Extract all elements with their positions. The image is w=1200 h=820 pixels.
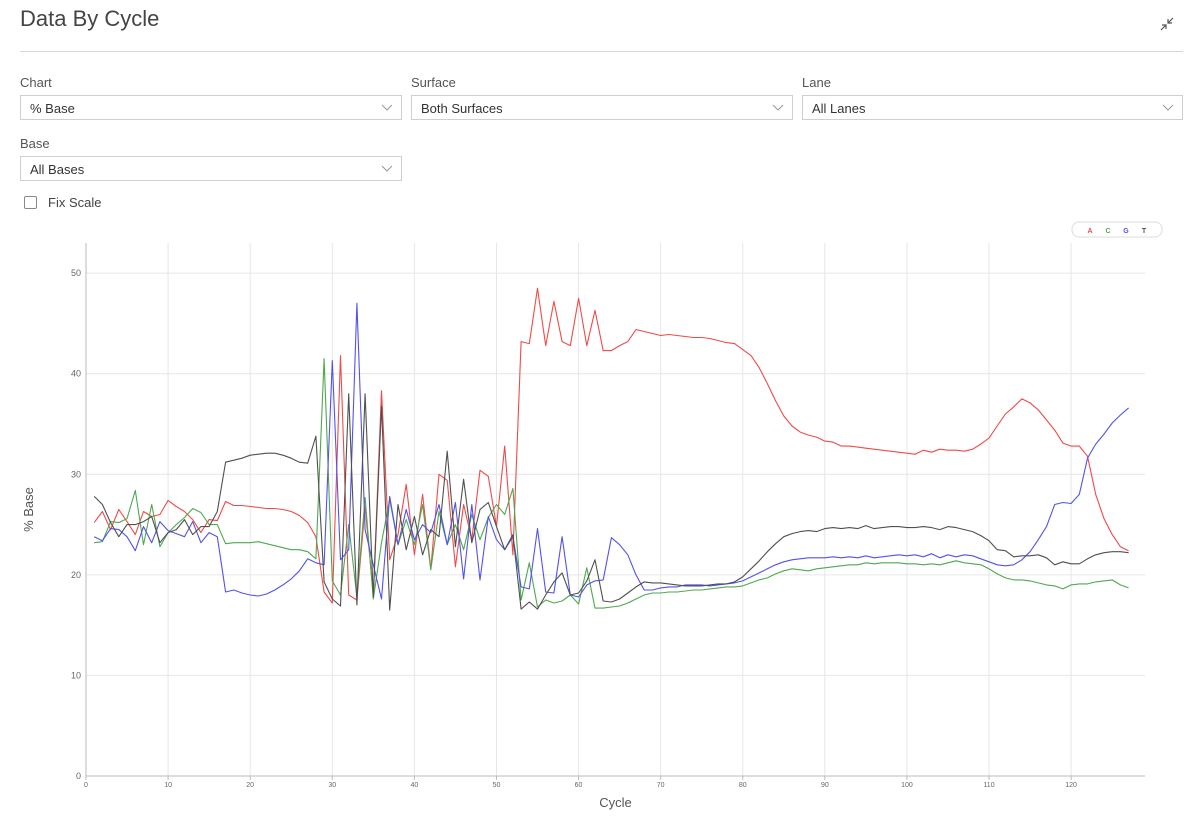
chevron (1162, 104, 1174, 111)
x-tick-label: 90 (821, 782, 829, 789)
chart: 0 10 20 30 40 50 0 10 20 30 40 50 60 70 80 90 100 110 120 C… (21, 221, 1163, 810)
series-line (93, 393, 1129, 611)
y-tick-label: 10 (71, 670, 81, 680)
select-value: All Lanes (812, 101, 866, 116)
y-tick-label: 40 (71, 369, 81, 379)
x-tick-label: 20 (246, 782, 254, 789)
select-value: All Bases (30, 162, 85, 177)
select-value: Both Surfaces (421, 101, 503, 116)
base-select[interactable]: All Bases (20, 156, 402, 181)
chart-select[interactable]: % Base (20, 95, 402, 120)
collapse-icon[interactable] (1159, 16, 1175, 32)
x-tick-label: 50 (493, 782, 501, 789)
filter-label: Base (20, 136, 50, 151)
lane-select[interactable]: All Lanes (802, 95, 1183, 120)
y-tick-label: 0 (76, 771, 81, 781)
chevron (772, 104, 784, 111)
fix-scale-label[interactable]: Fix Scale (48, 195, 102, 210)
legend-entry[interactable]: A (1087, 228, 1092, 235)
y-tick-label: 50 (71, 268, 81, 278)
chevron (381, 165, 393, 172)
x-tick-label: 80 (739, 782, 747, 789)
x-axis-label: Cycle (599, 795, 632, 810)
x-tick-label: 30 (328, 782, 336, 789)
series-line (94, 358, 1129, 609)
y-tick-label: 30 (71, 469, 81, 479)
filter-label: Chart (20, 75, 52, 90)
series-line (93, 287, 1129, 604)
legend-entry[interactable]: G (1123, 228, 1129, 235)
select-value: % Base (30, 101, 75, 116)
chevron (381, 104, 393, 111)
fix-scale-checkbox[interactable] (24, 196, 37, 209)
x-tick-label: 10 (164, 782, 172, 789)
x-tick-label: 100 (901, 782, 913, 789)
surface-select[interactable]: Both Surfaces (411, 95, 793, 120)
page-title: Data By Cycle (20, 6, 160, 31)
x-tick-label: 60 (575, 782, 583, 789)
x-tick-label: 110 (983, 782, 994, 789)
x-tick-label: 120 (1065, 782, 1077, 789)
legend-box (1071, 221, 1163, 238)
y-tick-label: 20 (71, 570, 81, 580)
filter-label: Lane (802, 75, 831, 90)
y-axis-label: % Base (21, 487, 36, 532)
filter-label: Surface (411, 75, 456, 90)
legend-entry[interactable]: T (1142, 228, 1147, 235)
series-line (93, 302, 1129, 600)
x-tick-label: 70 (657, 782, 665, 789)
x-tick-label: 40 (410, 782, 418, 789)
legend-entry[interactable]: C (1105, 228, 1110, 235)
x-tick-label: 0 (84, 782, 88, 789)
divider (20, 51, 1183, 52)
